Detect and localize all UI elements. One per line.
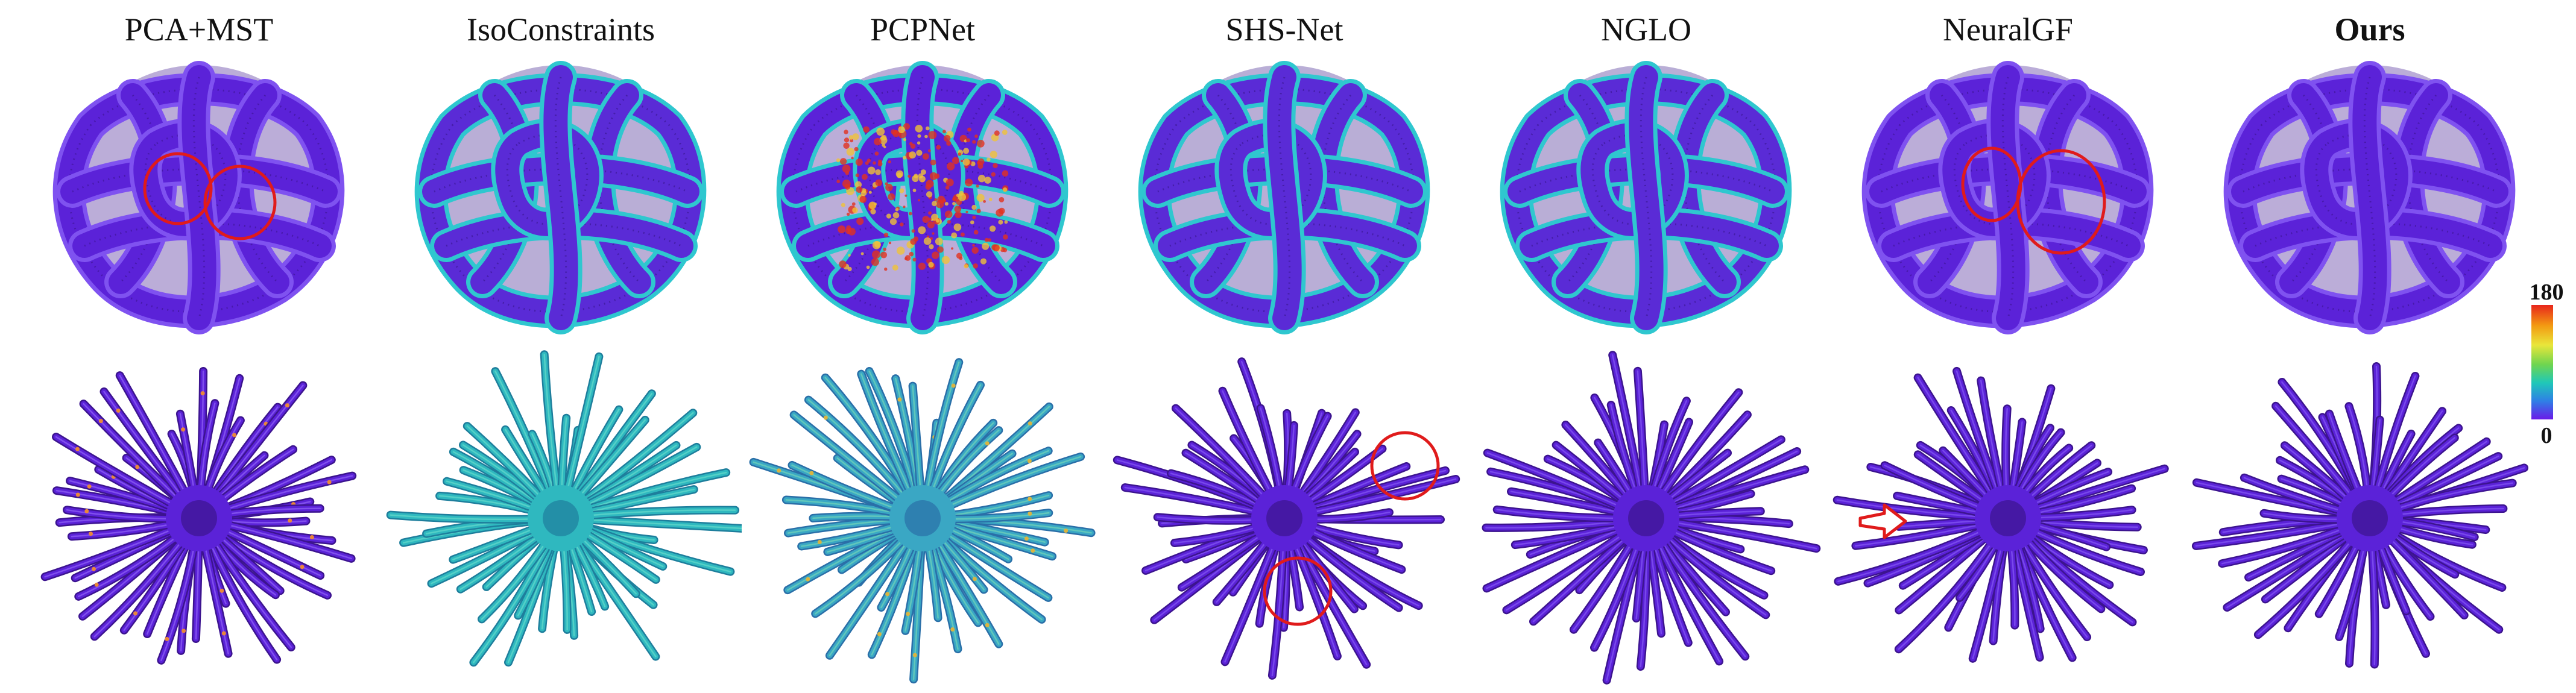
spiky-model: [1833, 366, 2169, 663]
spiky-render: [2189, 337, 2551, 693]
method-column: NeuralGF: [1827, 0, 2189, 693]
colorbar-min-label: 0: [2540, 423, 2552, 448]
highlight-circle: [203, 165, 277, 240]
method-title: IsoConstraints: [466, 11, 655, 48]
knot-render: [380, 53, 742, 336]
knot-model: [1861, 61, 2154, 334]
method-column: NGLO: [1465, 0, 1827, 693]
highlight-circle: [143, 152, 213, 225]
knot-render: [1827, 53, 2189, 336]
highlight-circle: [1370, 431, 1440, 501]
colorbar-max-label: 180: [2529, 280, 2564, 305]
method-title: Ours: [2334, 11, 2405, 48]
method-title: NeuralGF: [1943, 11, 2073, 48]
spiky-model: [386, 350, 742, 667]
spiky-render: [18, 337, 380, 693]
method-column: IsoConstraints: [380, 0, 742, 693]
spiky-render: [380, 337, 742, 693]
knot-model: [1138, 61, 1430, 334]
knot-render: [1103, 53, 1465, 336]
highlight-arrow: [1858, 503, 1907, 539]
method-title: PCPNet: [870, 11, 976, 48]
knot-model: [776, 61, 1069, 334]
knot-render: [18, 53, 380, 336]
spiky-model: [1113, 357, 1460, 680]
knot-model: [52, 61, 345, 334]
spiky-render: [1103, 337, 1465, 693]
knot-model: [414, 61, 707, 334]
spiky-render: [1827, 337, 2189, 693]
colorbar-gradient: [2531, 305, 2553, 419]
method-title: NGLO: [1601, 11, 1691, 48]
spiky-model: [1482, 351, 1821, 685]
error-colorbar: 180 0: [2530, 281, 2566, 447]
knot-render: [1465, 53, 1827, 336]
highlight-circle: [1263, 556, 1333, 626]
spiky-render: [742, 337, 1103, 693]
method-title: PCA+MST: [124, 11, 274, 48]
knot-render: [2189, 53, 2551, 336]
method-column: SHS-Net: [1103, 0, 1465, 693]
spiky-model: [2191, 362, 2528, 669]
highlight-circle: [2016, 149, 2106, 255]
knot-model: [2223, 61, 2516, 334]
method-title: SHS-Net: [1225, 11, 1343, 48]
knot-render: [742, 53, 1103, 336]
method-column: Ours: [2189, 0, 2551, 693]
method-column: PCPNet: [742, 0, 1103, 693]
method-column: PCA+MST: [18, 0, 380, 693]
spiky-model: [40, 367, 357, 665]
spiky-render: [1465, 337, 1827, 693]
spiky-model: [749, 358, 1096, 684]
knot-model: [1500, 61, 1792, 334]
